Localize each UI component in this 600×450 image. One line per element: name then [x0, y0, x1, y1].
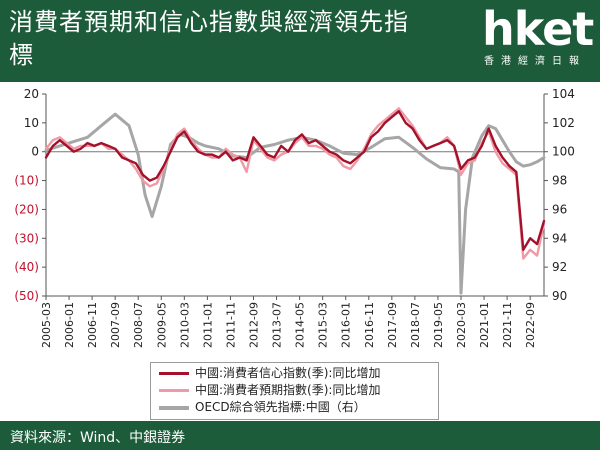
x-tick-label: 2020-03 [455, 302, 468, 348]
x-tick-label: 2017-09 [386, 302, 399, 348]
logo-tagline: 香港經濟日報 [484, 56, 586, 67]
x-tick-label: 2011-01 [201, 302, 214, 348]
page-title: 消費者預期和信心指數與經濟領先指標 [9, 8, 409, 69]
right-tick-label: 98 [552, 174, 567, 188]
x-tick-label: 2021-01 [478, 302, 491, 348]
x-tick-label: 2012-09 [248, 302, 261, 348]
logo-wordmark[interactable]: hket [482, 2, 594, 56]
line-chart: 20100(10)(20)(30)(40)(50)104102100989694… [14, 87, 575, 348]
left-tick-label: 20 [24, 87, 39, 101]
right-tick-label: 94 [552, 231, 567, 245]
x-tick-label: 2010-03 [178, 302, 191, 348]
series-line-oecd [44, 112, 546, 295]
x-tick-label: 2008-07 [132, 302, 145, 348]
x-tick-label: 2021-11 [501, 302, 514, 348]
x-tick-label: 2013-07 [271, 302, 284, 348]
x-tick-label: 2015-03 [317, 302, 330, 348]
legend-swatch-oecd [159, 406, 189, 410]
legend-label-confidence: 中國:消費者信心指數(季):同比增加 [195, 366, 381, 380]
right-tick-label: 90 [552, 289, 567, 303]
x-tick-label: 2019-05 [432, 302, 445, 348]
right-tick-label: 102 [552, 116, 575, 130]
chart-legend: 中國:消費者信心指數(季):同比增加 中國:消費者預期指數(季):同比增加 OE… [150, 362, 439, 420]
legend-label-oecd: OECD綜合領先指標:中國（右） [195, 400, 366, 414]
x-tick-label: 2018-07 [409, 302, 422, 348]
footer-banner [0, 421, 600, 450]
right-tick-label: 104 [552, 87, 575, 101]
right-tick-label: 92 [552, 260, 567, 274]
left-tick-label: (40) [14, 260, 39, 274]
left-tick-label: (30) [14, 231, 39, 245]
left-tick-label: (20) [14, 202, 39, 216]
x-tick-label: 2006-11 [86, 302, 99, 348]
x-tick-label: 2006-01 [63, 302, 76, 348]
left-tick-label: (10) [14, 174, 39, 188]
legend-swatch-confidence [159, 372, 189, 375]
x-tick-label: 2014-05 [294, 302, 307, 348]
source-note: 資料來源：Wind、中銀證券 [10, 430, 186, 446]
x-tick-label: 2007-09 [109, 302, 122, 348]
legend-label-expectation: 中國:消費者預期指數(季):同比增加 [195, 383, 381, 397]
brand-logo[interactable] [468, 0, 600, 82]
x-tick-label: 2022-09 [524, 302, 537, 348]
left-tick-label: 10 [24, 116, 39, 130]
right-tick-label: 100 [552, 145, 575, 159]
right-tick-label: 96 [552, 202, 567, 216]
x-tick-label: 2011-11 [224, 302, 237, 348]
x-tick-label: 2009-05 [155, 302, 168, 348]
left-tick-label: 0 [31, 145, 39, 159]
series-line-confidence [44, 110, 546, 252]
chart-axes: 20100(10)(20)(30)(40)(50)104102100989694… [14, 87, 575, 348]
x-tick-label: 2016-11 [363, 302, 376, 348]
legend-swatch-expectation [159, 389, 189, 392]
left-tick-label: (50) [14, 289, 39, 303]
x-tick-label: 2005-03 [40, 302, 53, 348]
chart-series [44, 107, 546, 295]
x-tick-label: 2016-01 [340, 302, 353, 348]
